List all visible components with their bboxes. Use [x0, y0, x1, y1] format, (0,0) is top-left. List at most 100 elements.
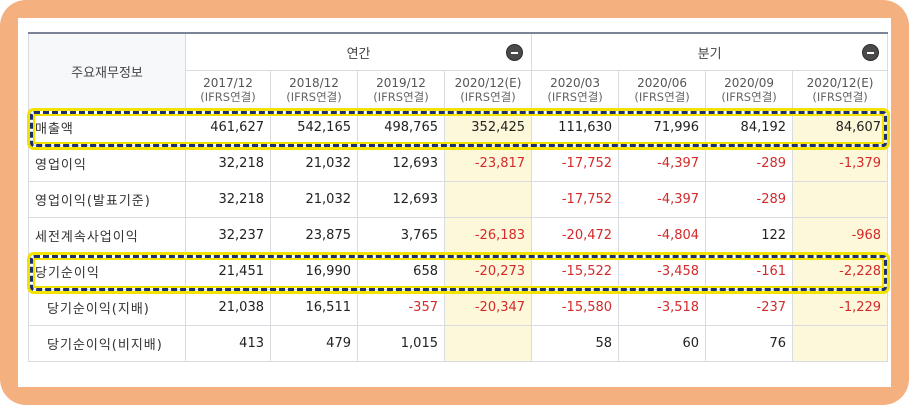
group-header-row: 주요재무정보 연간 분기	[28, 32, 889, 110]
table-row: 영업이익(발표기준) 32,218 21,032 12,693 -17,752 -4,39…	[28, 181, 889, 218]
group-label-quarter: 분기	[697, 46, 722, 62]
row-label: 매출액	[28, 109, 186, 146]
table-cell: 658	[357, 253, 445, 290]
table-cell: -357	[357, 289, 445, 326]
period-basis: (IFRS연결)	[200, 90, 256, 104]
period-label: 2020/12(E)	[806, 76, 874, 90]
table-row: 매출액 461,627 542,165 498,765 352,425 111,630 71…	[28, 109, 889, 146]
table-cell: 76	[705, 325, 794, 362]
table-cell: 12,693	[357, 181, 445, 218]
period-header: 2020/06 (IFRS연결)	[618, 70, 707, 110]
period-label: 2020/12(E)	[454, 76, 522, 90]
period-label: 2019/12	[376, 76, 426, 90]
table-cell: -17,752	[531, 181, 620, 218]
table-cell: -4,804	[618, 217, 707, 254]
table-cell: 16,990	[270, 253, 358, 290]
table-cell: -161	[705, 253, 794, 290]
table-cell: -968	[792, 217, 889, 254]
table-cell: 352,425	[443, 109, 533, 146]
table-cell: -2,228	[792, 253, 889, 290]
group-header-quarter: 분기	[531, 32, 889, 71]
table-cell: 58	[531, 325, 620, 362]
table-cell: 21,038	[185, 289, 271, 326]
period-basis: (IFRS연결)	[286, 90, 342, 104]
row-label: 당기순이익	[28, 253, 186, 290]
minus-circle-icon[interactable]	[862, 44, 880, 61]
table-cell	[792, 181, 889, 218]
table-cell: 32,237	[185, 217, 271, 254]
period-header-row: 2017/12 (IFRS연결) 2018/12 (IFRS연결) 2019/12 (IF…	[29, 70, 889, 110]
period-basis: (IFRS연결)	[547, 90, 603, 104]
period-header: 2017/12 (IFRS연결)	[185, 70, 271, 110]
table-cell: 111,630	[531, 109, 620, 146]
minus-circle-icon[interactable]	[506, 44, 524, 61]
table-cell: 21,032	[270, 145, 358, 182]
row-label: 세전계속사업이익	[28, 217, 186, 254]
table-cell: -4,397	[618, 145, 707, 182]
group-header-annual: 연간	[184, 32, 533, 71]
table-body: 매출액 461,627 542,165 498,765 352,425 111,630 71…	[28, 109, 889, 362]
period-header: 2020/12(E) (IFRS연결)	[792, 70, 889, 110]
table-row: 당기순이익(비지배) 413 479 1,015 58 60 76	[28, 325, 889, 362]
period-basis: (IFRS연결)	[373, 90, 429, 104]
table-cell: 16,511	[270, 289, 358, 326]
period-basis: (IFRS연결)	[721, 90, 777, 104]
table-cell: -4,397	[618, 181, 707, 218]
table-row: 영업이익 32,218 21,032 12,693 -23,817 -17,752 -4,3…	[28, 145, 889, 182]
table-cell: 84,192	[705, 109, 794, 146]
table-cell: -20,347	[443, 289, 533, 326]
table-cell: 3,765	[357, 217, 445, 254]
table-cell: -15,580	[531, 289, 620, 326]
period-label: 2018/12	[289, 76, 339, 90]
table-cell: 498,765	[357, 109, 445, 146]
period-header: 2018/12 (IFRS연결)	[270, 70, 358, 110]
period-header: 2020/12(E) (IFRS연결)	[443, 70, 533, 110]
period-label: 2020/03	[550, 76, 600, 90]
financial-panel: 주요재무정보 연간 분기 2017/12 (IFRS연결) 2018/12 (IFRS…	[18, 18, 891, 387]
financial-summary-table: 주요재무정보 연간 분기 2017/12 (IFRS연결) 2018/12 (IFRS…	[28, 32, 889, 362]
table-cell: -3,458	[618, 253, 707, 290]
table-row: 세전계속사업이익 32,237 23,875 3,765 -26,183 -20,472-…	[28, 217, 889, 254]
period-label: 2020/06	[637, 76, 687, 90]
table-cell: 479	[270, 325, 358, 362]
table-cell: 461,627	[185, 109, 271, 146]
table-cell: -3,518	[618, 289, 707, 326]
table-cell: 1,015	[357, 325, 445, 362]
table-cell: 21,451	[185, 253, 271, 290]
row-label: 영업이익	[28, 145, 186, 182]
period-header: 2020/09 (IFRS연결)	[705, 70, 794, 110]
table-cell: -20,472	[531, 217, 620, 254]
table-cell: -20,273	[443, 253, 533, 290]
row-label: 당기순이익(비지배)	[28, 325, 186, 362]
table-cell: 23,875	[270, 217, 358, 254]
table-cell: -1,379	[792, 145, 889, 182]
table-cell: 60	[618, 325, 707, 362]
period-label: 2020/09	[724, 76, 774, 90]
table-cell: 84,607	[792, 109, 889, 146]
label-column-header: 주요재무정보	[28, 32, 186, 110]
row-label: 영업이익(발표기준)	[28, 181, 186, 218]
period-header: 2020/03 (IFRS연결)	[531, 70, 620, 110]
table-cell: -26,183	[443, 217, 533, 254]
group-label-annual: 연간	[346, 46, 371, 62]
table-cell: 542,165	[270, 109, 358, 146]
period-header: 2019/12 (IFRS연결)	[357, 70, 445, 110]
table-cell: -1,229	[792, 289, 889, 326]
period-basis: (IFRS연결)	[460, 90, 516, 104]
table-cell	[443, 325, 533, 362]
table-cell: 71,996	[618, 109, 707, 146]
table-cell: 32,218	[185, 145, 271, 182]
table-cell	[443, 181, 533, 218]
table-row: 당기순이익(지배) 21,038 16,511 -357 -20,347 -15,580-…	[28, 289, 889, 326]
table-cell: 413	[185, 325, 271, 362]
table-row: 당기순이익 21,451 16,990 658 -20,273 -15,522 -3,458…	[28, 253, 889, 290]
row-label: 당기순이익(지배)	[28, 289, 186, 326]
period-basis: (IFRS연결)	[812, 90, 868, 104]
period-label: 2017/12	[203, 76, 253, 90]
table-cell: 21,032	[270, 181, 358, 218]
period-basis: (IFRS연결)	[634, 90, 690, 104]
table-cell: -237	[705, 289, 794, 326]
table-cell: -289	[705, 145, 794, 182]
table-cell: 122	[705, 217, 794, 254]
